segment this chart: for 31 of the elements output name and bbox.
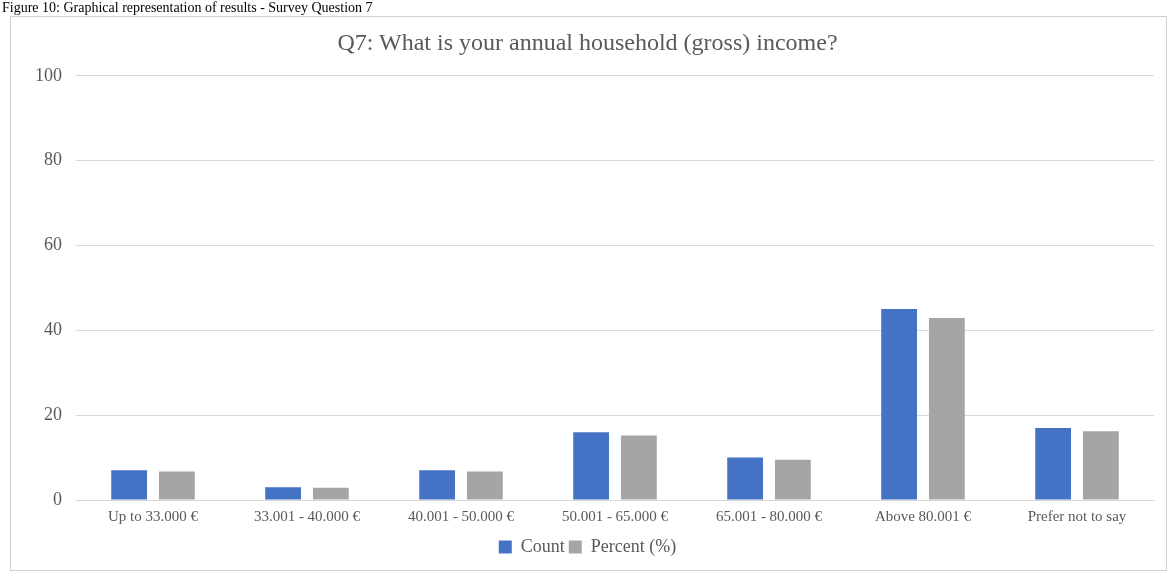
x-tick-label: Prefer not to say	[1027, 507, 1127, 524]
bar	[1082, 431, 1119, 500]
bar	[727, 457, 764, 500]
y-tick-label: 20	[44, 403, 62, 424]
bar	[881, 309, 918, 500]
bar	[265, 487, 302, 500]
bar	[1035, 427, 1072, 500]
bar	[312, 487, 349, 500]
x-tick-label: 50.001 - 65.000 €	[561, 507, 669, 524]
legend-label: Percent (%)	[590, 535, 677, 557]
legend-label: Count	[520, 535, 565, 556]
bar	[419, 470, 456, 500]
y-tick-label: 100	[35, 64, 62, 85]
x-tick-label: 33.001 - 40.000 €	[253, 507, 361, 524]
x-tick-label: Above 80.001 €	[874, 507, 972, 524]
y-tick-label: 60	[44, 234, 62, 255]
x-tick-label: 40.001 - 50.000 €	[407, 507, 515, 524]
x-tick-label: 65.001 - 80.000 €	[715, 507, 823, 524]
y-tick-label: 0	[53, 488, 62, 509]
caption: Figure 10: Graphical representation of results - Survey Question 7	[1, 0, 374, 16]
bar	[573, 432, 610, 500]
bar	[158, 471, 195, 500]
x-tick-label: Up to 33.000 €	[108, 507, 199, 524]
bar	[620, 435, 657, 500]
chart-title: Q7: What is your annual household (gross) income?	[337, 28, 838, 55]
bar	[466, 471, 503, 500]
bar	[774, 459, 811, 500]
y-tick-label: 40	[44, 319, 62, 340]
y-tick-label: 80	[44, 149, 62, 170]
bar	[111, 470, 148, 500]
bar	[928, 318, 965, 500]
